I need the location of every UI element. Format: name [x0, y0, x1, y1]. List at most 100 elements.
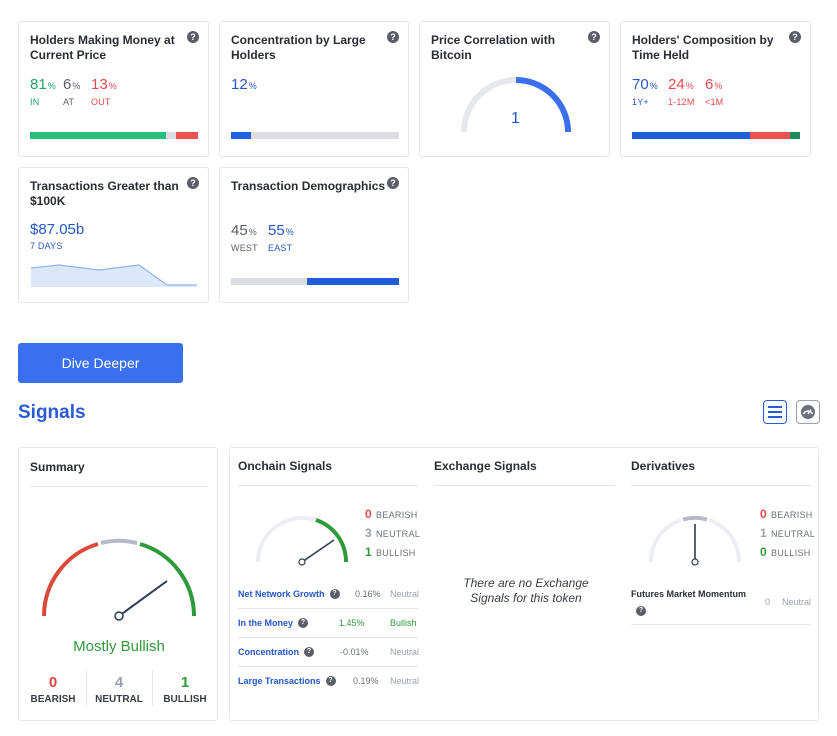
card-title: Price Correlation with Bitcoin — [431, 33, 556, 62]
out-label: OUT — [91, 97, 111, 107]
stat-at: 6% AT — [63, 76, 80, 107]
west-label: WEST — [231, 243, 258, 253]
gauge-track-mid — [301, 516, 317, 522]
help-icon[interactable]: ? — [187, 177, 199, 189]
pct-sign: % — [108, 81, 117, 91]
bullish-label: BULLISH — [375, 548, 416, 558]
gauge-neutral-arc — [100, 538, 138, 545]
signal-name: Futures Market Momentum — [631, 589, 747, 599]
help-icon[interactable]: ? — [636, 606, 646, 616]
summary-card: Summary Mostly Bullish 0 BEARISH 4 NEUTR… — [18, 447, 218, 721]
signal-status: Bullish — [390, 618, 417, 628]
signal-value: 0 — [765, 597, 771, 607]
bullish-count: 1 — [365, 545, 372, 559]
exchange-title: Exchange Signals — [434, 459, 537, 473]
signals-detail-card — [229, 447, 819, 721]
in-label: IN — [30, 97, 40, 107]
help-icon[interactable]: ? — [325, 676, 336, 686]
dive-deeper-button[interactable]: Dive Deeper — [18, 343, 183, 383]
signal-value: 0.19% — [353, 676, 379, 686]
gauge-bearish-arc — [42, 542, 99, 617]
bearish-count: 0 — [760, 507, 767, 521]
signal-value: 0.16% — [355, 589, 381, 599]
gauge-neutral-arc — [682, 515, 708, 522]
divider — [30, 486, 208, 487]
signal-status: Neutral — [782, 597, 812, 607]
in-value: 81 — [30, 76, 47, 93]
signal-value: -0.01% — [340, 647, 369, 657]
bar-1-12m — [749, 132, 790, 139]
signal-name: Concentration — [238, 647, 300, 657]
gauge-bullish-arc — [315, 518, 349, 563]
bar-1y — [632, 132, 750, 139]
help-icon[interactable]: ? — [304, 647, 315, 657]
help-icon[interactable]: ? — [298, 618, 309, 628]
gauge-icon — [801, 405, 815, 419]
onchain-row[interactable]: Concentration? -0.01% Neutral — [238, 647, 424, 657]
bar-filled — [231, 132, 252, 139]
signal-value: 1.45% — [339, 618, 365, 628]
pct-sign: % — [248, 227, 257, 237]
gauge-track-left — [256, 516, 303, 563]
pct-sign: % — [649, 81, 658, 91]
gauge-track-left — [648, 518, 682, 563]
holders-money-card: Holders Making Money at Current Price ? … — [18, 21, 209, 157]
pct-sign: % — [47, 81, 56, 91]
help-icon[interactable]: ? — [187, 31, 199, 43]
gauge-pivot — [114, 611, 124, 621]
composition-card: Holders' Composition by Time Held ? 70% … — [620, 21, 811, 157]
stat-west: 45% WEST — [231, 222, 258, 253]
derivatives-row[interactable]: Futures Market Momentum ? 0 Neutral — [631, 589, 811, 617]
onchain-gauge — [256, 516, 349, 566]
pct-sign: % — [714, 81, 723, 91]
stat-out: 13% OUT — [91, 76, 117, 107]
summary-gauge — [42, 538, 196, 621]
signal-status: Neutral — [390, 676, 420, 686]
help-icon[interactable]: ? — [387, 177, 399, 189]
bullish-count: 1 — [180, 674, 190, 691]
divider — [631, 624, 811, 625]
divider — [434, 485, 615, 486]
divider — [152, 670, 153, 706]
east-label: EAST — [268, 243, 293, 253]
stat-east: 55% EAST — [268, 222, 294, 253]
bullish-label: BULLISH — [163, 694, 207, 705]
onchain-row[interactable]: In the Money? 1.45% Bullish — [238, 618, 424, 628]
help-icon[interactable]: ? — [329, 589, 340, 599]
gauge-view-button[interactable] — [796, 400, 820, 424]
1-12m-value: 24 — [668, 76, 685, 93]
1y-label: 1Y+ — [632, 97, 649, 107]
divider — [238, 485, 418, 486]
bearish-count: 0 — [365, 507, 372, 521]
summary-title: Summary — [30, 460, 85, 474]
exchange-empty-text: There are no Exchange Signals for this t… — [463, 576, 589, 605]
bearish-count: 0 — [48, 674, 58, 691]
at-value: 6 — [63, 76, 72, 93]
gauge-pivot — [298, 558, 306, 566]
pct-sign: % — [285, 227, 294, 237]
bar-at — [166, 132, 177, 139]
sparkline-area — [31, 265, 197, 287]
transactions-period: 7 DAYS — [30, 241, 63, 251]
onchain-row[interactable]: Net Network Growth? 0.16% Neutral — [238, 589, 424, 599]
help-icon[interactable]: ? — [588, 31, 600, 43]
1m-label: <1M — [705, 97, 724, 107]
onchain-title: Onchain Signals — [238, 459, 333, 473]
derivatives-title: Derivatives — [631, 459, 696, 473]
stat-transactions: $87.05b 7 DAYS — [30, 221, 84, 251]
help-icon[interactable]: ? — [387, 31, 399, 43]
bar-west — [231, 278, 307, 285]
concentration-bar — [231, 132, 399, 139]
1-12m-label: 1-12M — [668, 97, 695, 107]
at-label: AT — [63, 97, 75, 107]
concentration-card: Concentration by Large Holders ? 12% — [219, 21, 409, 157]
gauge-bullish-arc — [139, 542, 196, 617]
onchain-bullish: 1 BULLISH — [365, 545, 416, 559]
list-view-button[interactable] — [763, 400, 787, 424]
pct-sign: % — [685, 81, 694, 91]
onchain-row[interactable]: Large Transactions? 0.19% Neutral — [238, 676, 424, 686]
stat-1m: 6% <1M — [705, 76, 723, 107]
stat-in: 81% IN — [30, 76, 56, 107]
help-icon[interactable]: ? — [789, 31, 801, 43]
derivatives-bullish: 0 BULLISH — [760, 545, 811, 559]
